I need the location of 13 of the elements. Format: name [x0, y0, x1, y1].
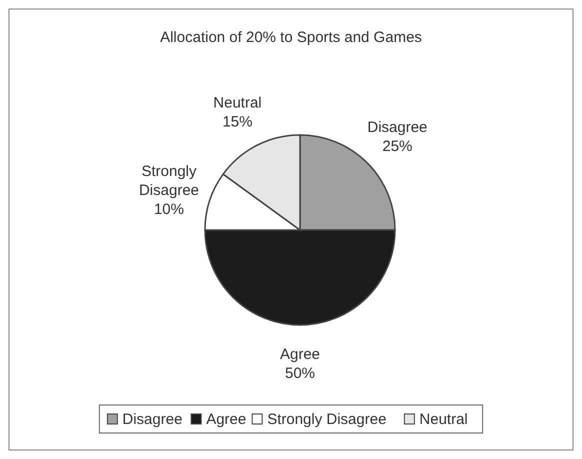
legend-label: Neutral: [419, 411, 468, 428]
slice-label: Strongly Disagree: [138, 162, 200, 199]
legend-label: Disagree: [122, 411, 182, 428]
slice-label: Disagree: [367, 118, 428, 136]
data-label: 50%: [284, 365, 316, 382]
data-label: 15%: [222, 113, 252, 130]
slice-label: Neutral: [213, 94, 262, 112]
data-label: 25%: [382, 138, 412, 155]
legend-label: Agree: [206, 411, 246, 428]
chart-title: Allocation of 20% to Sports and Games: [160, 29, 422, 46]
data-label: 10%: [154, 200, 184, 218]
slice-label: Agree: [280, 346, 320, 363]
legend-label: Strongly Disagree: [267, 411, 386, 428]
